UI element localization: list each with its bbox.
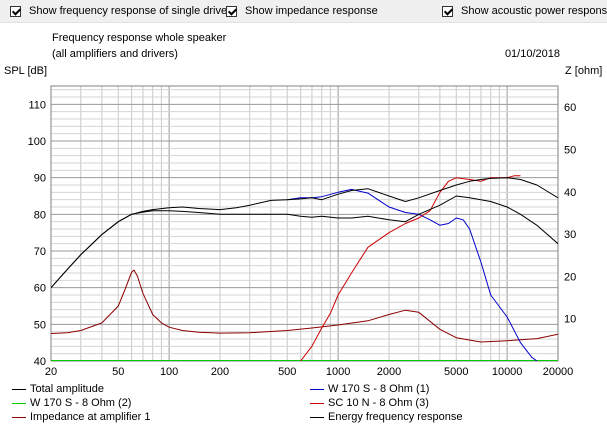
y2-tick-label: 40: [564, 187, 576, 199]
legend-label: Impedance at amplifier 1: [30, 411, 151, 423]
y-tick-label: 70: [34, 246, 46, 258]
y2-tick-label: 20: [564, 271, 576, 283]
series-line: [287, 188, 538, 361]
checkbox-label: Show impedance response: [245, 5, 378, 17]
checkbox-label: Show frequency response of single drive: [29, 5, 228, 17]
legend-swatch: [12, 416, 26, 418]
x-tick-label: 20: [45, 366, 57, 378]
single-drive-checkbox[interactable]: Show frequency response of single drive: [10, 3, 227, 19]
y2-tick-label: 60: [564, 102, 576, 114]
plot-background: [51, 86, 558, 361]
checkbox-box[interactable]: [10, 5, 21, 17]
acoustic-power-checkbox[interactable]: Show acoustic power response: [442, 3, 607, 19]
legend-label: Energy frequency response: [328, 411, 463, 423]
legend-swatch: [310, 388, 324, 390]
y-tick-label: 100: [28, 136, 46, 148]
legend-label: Total amplitude: [30, 383, 104, 395]
y2-axis-label: Z [ohm]: [565, 65, 603, 77]
y-axis-label: SPL [dB]: [4, 65, 48, 77]
options-toolbar: Show frequency response of single drive …: [0, 0, 607, 23]
chart-subtitle: (all amplifiers and drivers): [52, 48, 178, 60]
legend-item: W 170 S - 8 Ohm (1): [310, 382, 429, 396]
x-tick-label: 10000: [492, 366, 523, 378]
checkbox-box[interactable]: [442, 5, 453, 17]
y-tick-label: 110: [28, 99, 46, 111]
y-tick-label: 40: [34, 356, 46, 368]
checkbox-label: Show acoustic power response: [461, 5, 607, 17]
y2-tick-label: 10: [564, 314, 576, 326]
legend-label: SC 10 N - 8 Ohm (3): [328, 397, 429, 409]
y-tick-label: 60: [34, 283, 46, 295]
y-tick-label: 50: [34, 319, 46, 331]
chart-title: Frequency response whole speaker: [52, 32, 227, 44]
plot-svg: 40 50 60 70 80 90 100 110 10 20 30 40 50 60 20 50 100 200…: [28, 85, 576, 378]
legend-label: W 170 S - 8 Ohm (1): [328, 383, 430, 395]
legend-swatch: [310, 402, 324, 404]
x-tick-label: 2000: [377, 366, 401, 378]
chart-date: 01/10/2018: [504, 48, 560, 60]
x-tick-label: 200: [211, 366, 229, 378]
x-tick-label: 1000: [326, 366, 350, 378]
legend-item: W 170 S - 8 Ohm (2): [12, 396, 131, 410]
series-line: [51, 177, 558, 289]
legend-item: Energy frequency response: [310, 410, 463, 424]
legend-swatch: [12, 388, 26, 390]
legend-swatch: [12, 402, 26, 404]
impedance-checkbox[interactable]: Show impedance response: [226, 3, 378, 19]
x-tick-label: 20000: [543, 366, 574, 378]
y-tick-label: 80: [34, 209, 46, 221]
y2-tick-label: 50: [564, 144, 576, 156]
frequency-response-chart: Frequency response whole speaker (all am…: [0, 23, 607, 426]
legend-item: Impedance at amplifier 1: [12, 410, 150, 424]
x-tick-label: 100: [160, 366, 178, 378]
x-tick-label: 5000: [444, 366, 468, 378]
y-tick-label: 90: [34, 173, 46, 185]
legend-label: W 170 S - 8 Ohm (2): [30, 397, 132, 409]
checkbox-box[interactable]: [226, 5, 237, 17]
legend-swatch: [310, 416, 324, 418]
y2-tick-label: 30: [564, 229, 576, 241]
legend-item: SC 10 N - 8 Ohm (3): [310, 396, 429, 410]
x-tick-label: 500: [278, 366, 296, 378]
series-line: [51, 269, 558, 343]
legend-item: Total amplitude: [12, 382, 104, 396]
x-tick-label: 50: [112, 366, 124, 378]
